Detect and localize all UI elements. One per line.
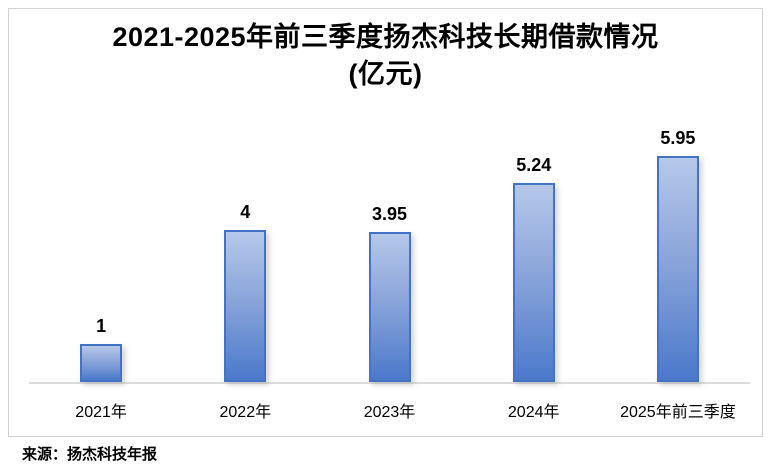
bar-2024年	[512, 183, 555, 382]
chart-title-line1: 2021-2025年前三季度扬杰科技长期借款情况	[112, 22, 659, 52]
bar-value-label: 4	[240, 202, 251, 222]
x-axis-label-2021年: 2021年	[75, 404, 127, 421]
x-axis-labels: 2021年 2022年 2023年 2024年 2025年前三季度	[29, 398, 750, 421]
x-axis-label-2022年: 2022年	[219, 404, 272, 421]
chart-frame: 2021-2025年前三季度扬杰科技长期借款情况 (亿元) 1 4 3.95 5.24…	[8, 8, 763, 437]
x-axis-label-2025年前三季度: 2025年前三季度	[620, 404, 736, 421]
chart-title: 2021-2025年前三季度扬杰科技长期借款情况 (亿元)	[9, 19, 762, 93]
plot-area: 1 4 3.95 5.24 5.95	[29, 115, 750, 384]
bar-group-2025年前三季度: 5.95	[606, 128, 750, 382]
x-axis-label-2023年: 2023年	[363, 404, 416, 421]
bar-group-2022年: 4	[173, 202, 317, 382]
bar-2023年	[368, 232, 411, 382]
x-axis-label-2024年: 2024年	[507, 404, 560, 421]
source-note: 来源：扬杰科技年报	[22, 446, 158, 463]
bar-value-label: 5.95	[660, 128, 696, 148]
bar-group-2023年: 3.95	[317, 204, 461, 382]
bar-value-label: 5.24	[516, 155, 552, 175]
bar-group-2021年: 1	[29, 316, 173, 382]
bar-2021年	[80, 344, 123, 382]
bar-group-2024年: 5.24	[462, 155, 606, 382]
bar-2025年前三季度	[656, 156, 699, 382]
bars-row: 1 4 3.95 5.24 5.95	[29, 115, 750, 382]
bar-2022年	[224, 230, 267, 382]
bar-value-label: 1	[96, 316, 107, 336]
bar-value-label: 3.95	[371, 204, 408, 224]
chart-title-line2: (亿元)	[348, 59, 423, 89]
